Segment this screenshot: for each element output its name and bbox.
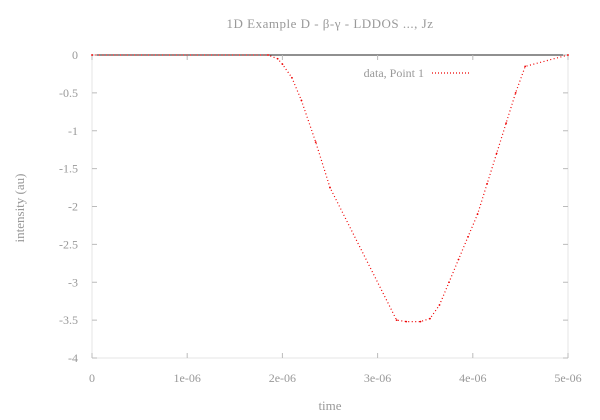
legend: data, Point 1 [364, 66, 470, 80]
data-point [329, 186, 331, 189]
data-point [438, 304, 441, 306]
data-point [91, 54, 93, 56]
data-point [467, 235, 469, 238]
data-point [476, 213, 479, 215]
y-tick-label: -3 [68, 275, 78, 289]
y-axis: 0 -0.5 -1 -1.5 -2 -2.5 -3 -3.5 -4 [59, 48, 568, 365]
y-tick-label: -0.5 [59, 86, 78, 100]
data-point [429, 317, 431, 320]
data-point [314, 141, 317, 144]
y-tick-label: -2.5 [59, 237, 78, 251]
y-tick-label: 0 [72, 48, 78, 62]
data-point [267, 54, 270, 56]
x-tick-label: 3e-06 [364, 371, 391, 385]
plot-frame [91, 54, 569, 359]
x-axis: 0 1e-06 2e-06 3e-06 4e-06 5e-06 [89, 55, 582, 385]
data-point [448, 281, 450, 284]
data-point [495, 152, 498, 155]
y-tick-label: -2 [68, 200, 78, 214]
x-tick-label: 5e-06 [554, 371, 581, 385]
x-tick-label: 2e-06 [269, 371, 296, 385]
data-point [419, 320, 422, 323]
series-layer [91, 54, 569, 323]
chart-title: 1D Example D - β-γ - LDDOS ..., Jz [227, 16, 434, 31]
y-tick-label: -1 [68, 124, 78, 138]
y-tick-label: -4 [68, 351, 78, 365]
legend-label: data, Point 1 [364, 66, 424, 80]
data-point [514, 91, 517, 94]
y-tick-label: -1.5 [59, 162, 78, 176]
data-point [486, 182, 488, 185]
data-point [457, 258, 460, 261]
data-point [405, 320, 408, 323]
data-point [281, 63, 284, 65]
x-axis-label: time [318, 398, 341, 413]
data-point [524, 65, 527, 68]
x-tick-label: 0 [89, 371, 95, 385]
y-axis-label: intensity (au) [12, 174, 27, 243]
data-point [567, 54, 569, 56]
data-point [300, 99, 303, 102]
data-point [505, 122, 508, 125]
data-point [276, 57, 279, 60]
x-tick-label: 4e-06 [459, 371, 486, 385]
data-point [395, 319, 398, 322]
data-point [291, 76, 293, 79]
y-tick-label: -3.5 [59, 313, 78, 327]
x-tick-label: 1e-06 [174, 371, 201, 385]
